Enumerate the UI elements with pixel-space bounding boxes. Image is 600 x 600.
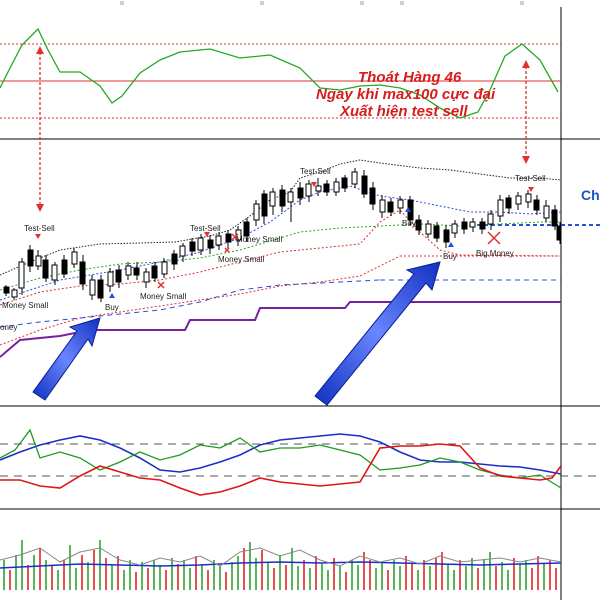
red-cross-icon — [157, 231, 501, 289]
stochastic-red-line — [0, 443, 562, 496]
signal-down-arrow-icon — [528, 187, 534, 192]
signal-label-test-sell: Test-Sell — [24, 224, 55, 233]
double-arrow-icon — [522, 60, 530, 164]
signal-label-test-sell: Test-Sell — [300, 167, 331, 176]
red-lower-band-2 — [0, 255, 401, 346]
volume-avg-blue-line — [0, 561, 562, 569]
blue-trend-line — [0, 185, 562, 301]
top-toolbar-strip — [0, 0, 600, 7]
double-arrow-icon — [36, 46, 44, 212]
oscillator-line — [0, 27, 559, 119]
volume-avg-grey-line — [0, 547, 562, 567]
edge-label: Ch — [581, 187, 600, 203]
exit-annotation-line3: Xuất hiện test sell — [339, 103, 468, 120]
stochastic-green-line — [0, 428, 562, 489]
price-panel: Test-Sell Test-Sell Test-Sell Test-Sell … — [0, 159, 600, 407]
signal-down-arrow-icon — [35, 234, 41, 239]
blue-dashed-lower — [0, 279, 381, 328]
green-middle-band — [0, 221, 561, 291]
signal-label-buy: Buy — [443, 252, 457, 261]
buy-arrow-icon — [32, 317, 101, 401]
signal-up-arrow-icon — [405, 207, 411, 212]
signal-down-arrow-icon — [311, 182, 317, 187]
signal-label-money-small: Money Small — [140, 292, 186, 301]
signal-label-money-partial: oney — [0, 323, 17, 332]
buy-arrow-icon — [314, 261, 441, 406]
signal-label-test-sell: Test-Sell — [515, 174, 546, 183]
red-lower-band-1 — [0, 209, 562, 306]
signal-label-money-small: Money Small — [236, 235, 282, 244]
signal-label-big-money: Big Money — [476, 249, 514, 258]
signal-down-arrow-icon — [204, 232, 210, 237]
stochastic-panel — [0, 428, 600, 510]
purple-channel-line — [0, 301, 561, 358]
signal-label-test-sell: Test-Sell — [190, 224, 221, 233]
signal-up-arrow-icon — [109, 293, 115, 298]
stochastic-blue-line — [0, 433, 562, 475]
signal-label-buy: Buy — [402, 219, 416, 228]
signal-label-buy: Buy — [105, 303, 119, 312]
exit-annotation-line1: Thoát Hàng 46 — [358, 69, 462, 86]
volume-panel — [0, 540, 562, 590]
exit-annotation-line2: Ngay khi max100 cực đại — [316, 86, 496, 103]
oscillator-panel — [0, 27, 600, 140]
signal-label-money-small: Money Small — [218, 255, 264, 264]
candlesticks — [3, 168, 562, 302]
signal-up-arrow-icon — [448, 242, 454, 247]
signal-label-money-small: Money Small — [2, 301, 48, 310]
